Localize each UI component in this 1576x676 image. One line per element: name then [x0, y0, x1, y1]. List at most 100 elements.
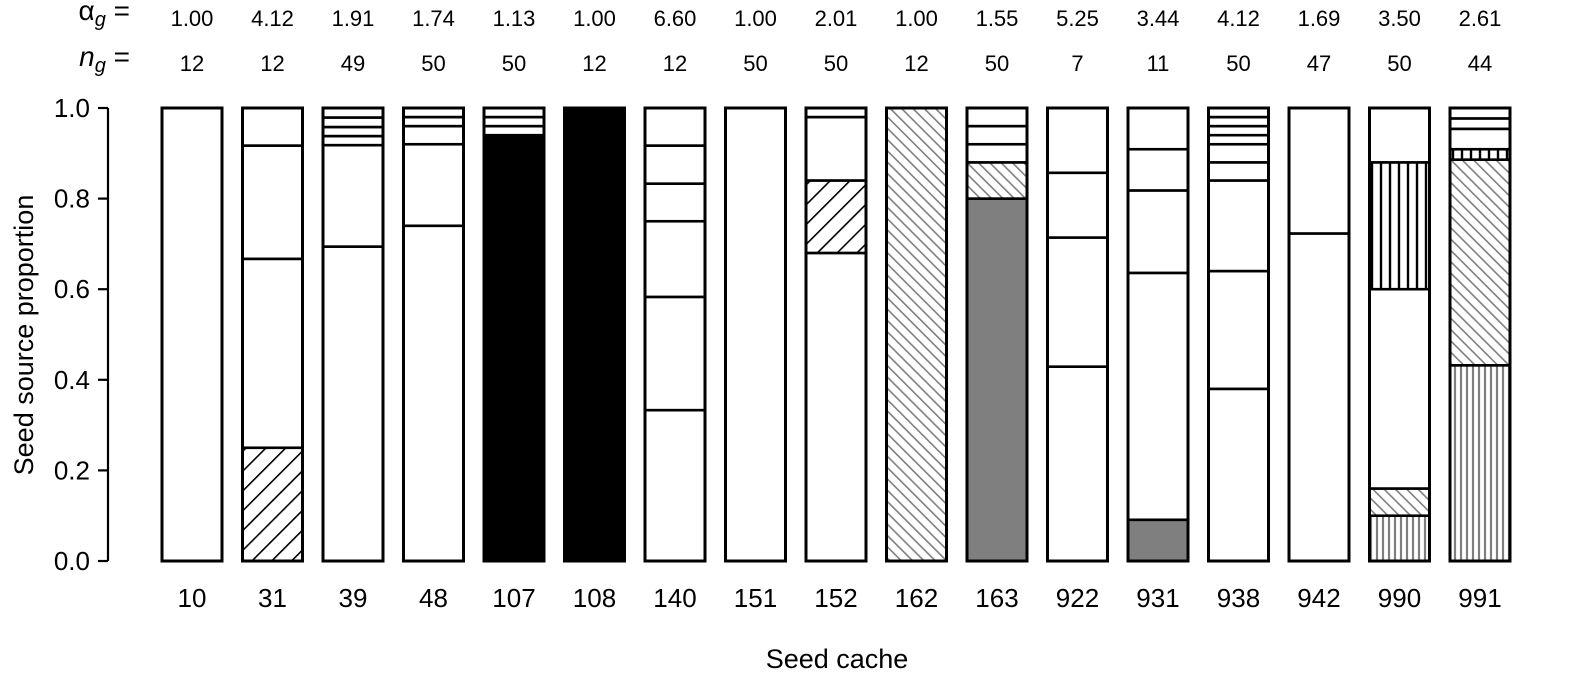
bar-segment: [643, 106, 707, 147]
n-value: 11: [1147, 51, 1170, 76]
bar-cache-163: [965, 106, 1029, 563]
bar-segment: [643, 295, 707, 412]
bar-cache-140: [643, 106, 707, 563]
bar-segment: [1207, 133, 1270, 146]
bar-cache-942: [1287, 106, 1351, 563]
y-tick-label: 0.0: [54, 546, 90, 576]
bar-segment: [1207, 269, 1270, 391]
n-suffix: =: [106, 41, 130, 72]
bar-cache-107: [482, 106, 546, 563]
bar-cache-10: [160, 106, 224, 563]
alpha-value: 1.74: [412, 6, 455, 31]
alpha-value: 3.44: [1137, 6, 1180, 31]
bar-outline: [643, 106, 707, 563]
category-label: 107: [492, 583, 535, 613]
bar-segment: [1207, 142, 1270, 164]
alpha-value: 1.00: [171, 6, 214, 31]
bar-outline: [1287, 106, 1351, 563]
n-value: 49: [341, 51, 365, 76]
y-tick-label: 0.4: [54, 365, 90, 395]
bar-segment: [402, 124, 465, 146]
category-label: 942: [1297, 583, 1340, 613]
n-row-label: ng =: [79, 41, 130, 77]
alpha-value: 1.13: [493, 6, 536, 31]
bar-segment: [563, 106, 626, 563]
bar-segment: [1368, 487, 1431, 517]
bar-segment: [1368, 106, 1431, 164]
alpha-value: 1.00: [573, 6, 616, 31]
bar-segment: [321, 125, 385, 138]
bar-segment: [804, 179, 868, 255]
bar-segment: [1126, 106, 1190, 151]
bar-segment: [1287, 106, 1351, 235]
alpha-value: 1.91: [332, 6, 375, 31]
bar-outline: [724, 106, 787, 563]
bar-segment: [965, 161, 1029, 200]
bar-segment: [1448, 158, 1512, 367]
bar-segment: [1046, 171, 1109, 239]
bar-outline: [402, 106, 465, 563]
category-label: 151: [734, 583, 777, 613]
bar-segment: [965, 124, 1029, 146]
bar-segment: [241, 106, 304, 147]
bar-segment: [321, 245, 385, 563]
bar-segment: [1207, 387, 1270, 563]
bar-segment: [965, 197, 1029, 563]
bar-outline: [321, 106, 385, 563]
category-label: 48: [419, 583, 448, 613]
bar-segment: [1207, 161, 1270, 182]
alpha-value: 1.00: [895, 6, 938, 31]
category-label: 152: [814, 583, 857, 613]
bar-segment: [1448, 147, 1512, 161]
n-value: 50: [421, 51, 445, 76]
bar-segment: [965, 106, 1029, 128]
bar-segment: [1207, 124, 1270, 137]
n-value: 50: [1226, 51, 1250, 76]
alpha-value: 4.12: [1217, 6, 1260, 31]
alpha-value: 4.12: [251, 6, 294, 31]
alpha-value: 5.25: [1056, 6, 1099, 31]
y-axis-title: Seed source proportion: [9, 195, 39, 476]
alpha-value: 2.61: [1459, 6, 1502, 31]
bar-outline: [1126, 106, 1190, 563]
n-value: 50: [1387, 51, 1411, 76]
n-value: 7: [1071, 51, 1083, 76]
category-label: 990: [1378, 583, 1421, 613]
bar-cache-991: [1448, 106, 1512, 563]
bar-segment: [643, 408, 707, 563]
category-label: 39: [339, 583, 368, 613]
alpha-value: 6.60: [654, 6, 697, 31]
bar-segment: [1126, 518, 1190, 563]
bar-segment: [643, 219, 707, 299]
n-subscript: g: [95, 55, 106, 77]
n-value: 12: [582, 51, 606, 76]
category-label: 162: [895, 583, 938, 613]
bar-segment: [402, 142, 465, 228]
bar-segment: [804, 251, 868, 563]
y-tick-label: 0.6: [54, 274, 90, 304]
alpha-value: 1.69: [1298, 6, 1341, 31]
y-tick-label: 0.2: [54, 455, 90, 485]
bar-outline: [1046, 106, 1109, 563]
bar-segment: [241, 446, 304, 563]
bar-outline: [1448, 106, 1512, 563]
bar-cache-938: [1207, 106, 1270, 563]
bar-segment: [321, 116, 385, 129]
bar-segment: [1448, 117, 1512, 131]
category-label: 922: [1056, 583, 1099, 613]
category-label: 108: [573, 583, 616, 613]
bar-cache-922: [1046, 106, 1109, 563]
bar-cache-162: [885, 106, 948, 563]
y-tick-label: 1.0: [54, 93, 90, 123]
bar-cache-48: [402, 106, 465, 563]
category-label: 938: [1217, 583, 1260, 613]
alpha-value: 3.50: [1378, 6, 1421, 31]
bar-segment: [643, 144, 707, 185]
bar-cache-39: [321, 106, 385, 563]
category-label: 31: [258, 583, 287, 613]
bar-cache-108: [563, 106, 626, 563]
bar-segment: [1368, 514, 1431, 563]
bar-cache-151: [724, 106, 787, 563]
bar-cache-931: [1126, 106, 1190, 563]
bar-segment: [402, 115, 465, 128]
